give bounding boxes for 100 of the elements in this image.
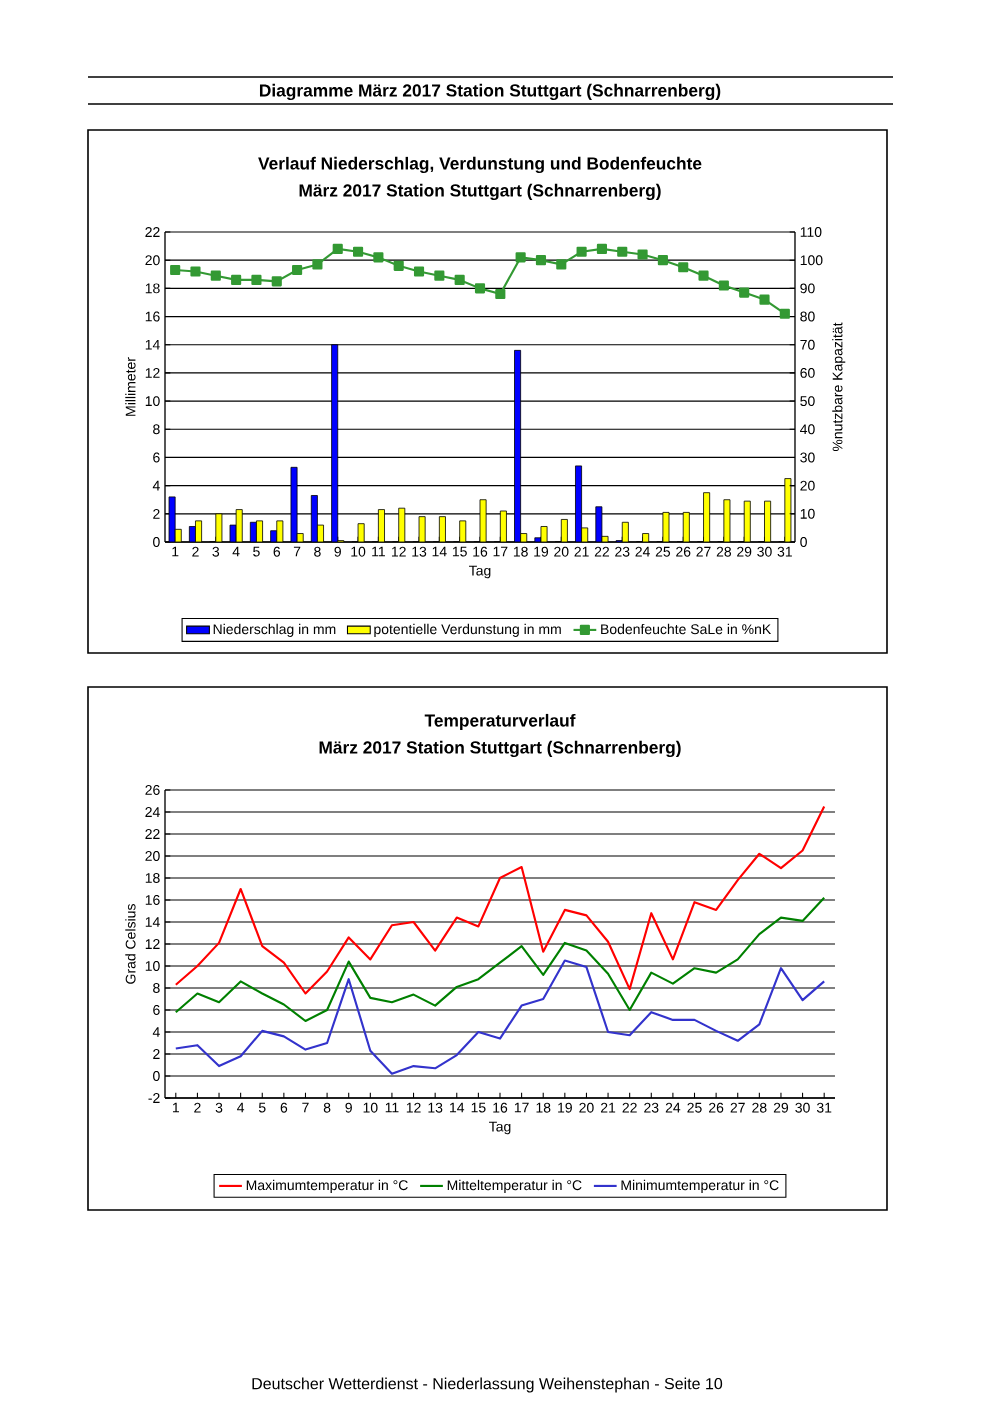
x-tick-label: 2 (192, 546, 199, 557)
x-tick-label: 3 (212, 546, 220, 557)
point (556, 259, 567, 270)
point (739, 287, 750, 298)
x-tick-label: 15 (452, 546, 467, 557)
point (352, 246, 364, 257)
y-tick-label: 18 (145, 283, 160, 294)
x-tick-label: 15 (471, 1102, 486, 1113)
y2-tick-label: 50 (800, 396, 815, 407)
y-tick-label: 18 (145, 873, 160, 883)
y-tick-label: 0 (153, 537, 160, 547)
y-tick-label: 10 (145, 961, 160, 971)
point (393, 260, 404, 271)
x-tick-label: 1 (172, 1102, 179, 1113)
x-tick-label: 17 (514, 1102, 529, 1113)
line-series (174, 896, 826, 1023)
y2-tick-label: 70 (800, 339, 815, 350)
point (454, 274, 465, 285)
point (637, 249, 648, 260)
x-tick-label: 3 (215, 1102, 223, 1113)
point (210, 270, 221, 281)
y-tick-label: 4 (152, 1027, 160, 1037)
x-tick-label: 20 (554, 546, 569, 557)
y2-tick-label: 30 (800, 452, 815, 463)
x-tick-label: 24 (635, 546, 650, 557)
y-tick-label: 2 (153, 508, 160, 519)
y-tick-label: 2 (153, 1049, 160, 1059)
y2-tick-label: 90 (800, 283, 815, 294)
y-tick-label: 22 (145, 829, 160, 839)
y-tick-label: 16 (145, 311, 160, 322)
x-tick-label: 23 (644, 1102, 659, 1113)
chart-title: Temperaturverlauf (424, 713, 576, 731)
y2-tick-label: 20 (800, 480, 815, 491)
legend-label: Maximumtemperatur in °C (246, 1179, 408, 1193)
y-axis-title: Millimeter (125, 357, 136, 416)
point (231, 274, 242, 285)
x-tick-label: 23 (615, 546, 630, 557)
x-tick-label: 9 (345, 1102, 352, 1113)
point (495, 288, 506, 300)
x-tick-label: 13 (428, 1102, 443, 1113)
y-tick-label: 10 (145, 396, 160, 407)
x-tick-label: 25 (655, 546, 671, 557)
legend-label: Minimumtemperatur in °C (621, 1179, 779, 1193)
point (190, 266, 201, 277)
point (434, 270, 445, 281)
x-tick-label: 30 (757, 546, 772, 557)
point (617, 246, 628, 257)
y-tick-label: 14 (145, 917, 160, 927)
x-tick-label: 4 (232, 546, 240, 557)
x-tick-label: 22 (622, 1102, 637, 1113)
text: Deutscher Wetterdienst - Niederlassung Weihenstephan - Seite 10 (252, 1377, 723, 1393)
point (413, 266, 425, 277)
point (332, 243, 343, 254)
x-tick-label: 17 (493, 546, 508, 557)
point (251, 274, 262, 285)
y-tick-label: 14 (145, 339, 160, 350)
x-tick-label: 25 (687, 1102, 702, 1113)
text: Diagramme März 2017 Station Stuttgart (Schnarrenberg) (259, 83, 721, 101)
y2-axis-title: %nutzbare Kapazität (832, 322, 846, 452)
x-tick-label: 7 (293, 546, 301, 557)
x-tick-label: 31 (816, 1102, 832, 1113)
x-tick-label: 12 (406, 1102, 421, 1113)
x-tick-label: 21 (574, 546, 589, 557)
x-tick-label: 16 (493, 1102, 508, 1113)
x-tick-label: 27 (730, 1102, 745, 1113)
x-tick-label: 29 (773, 1102, 789, 1113)
x-axis-title: Tag (469, 565, 491, 579)
x-tick-label: 14 (432, 546, 447, 557)
x-tick-label: 7 (302, 1102, 309, 1113)
x-tick-label: 14 (450, 1102, 465, 1113)
y-tick-label: 6 (153, 1005, 160, 1015)
x-tick-label: 22 (594, 546, 609, 557)
y-tick-label: 12 (145, 939, 160, 949)
y-tick-label: 20 (145, 255, 160, 266)
chart-subtitle: März 2017 Station Stuttgart (Schnarrenberg) (319, 740, 681, 758)
y2-tick-label: 100 (800, 255, 823, 266)
x-tick-label: 1 (172, 546, 179, 557)
x-tick-label: 29 (737, 546, 752, 557)
x-axis-title: Tag (489, 1121, 511, 1135)
x-tick-label: 31 (777, 546, 792, 557)
point (312, 259, 323, 270)
x-tick-label: 28 (716, 546, 732, 557)
x-tick-label: 6 (273, 546, 281, 557)
point (657, 255, 668, 266)
x-tick-label: 5 (258, 1102, 266, 1113)
y2-tick-label: 110 (800, 227, 822, 237)
point (292, 264, 303, 276)
point (779, 308, 790, 319)
x-tick-label: 24 (665, 1102, 681, 1113)
point (576, 246, 587, 257)
point (535, 255, 547, 266)
point (698, 270, 709, 281)
y-tick-label: 24 (145, 807, 160, 817)
y-tick-label: 8 (153, 983, 160, 993)
line-series (174, 805, 826, 995)
x-tick-label: 13 (412, 546, 427, 557)
y2-tick-label: 80 (800, 311, 815, 322)
x-tick-label: 27 (696, 546, 711, 557)
legend-label: Mitteltemperatur in °C (447, 1179, 582, 1193)
x-tick-label: 5 (253, 546, 260, 557)
